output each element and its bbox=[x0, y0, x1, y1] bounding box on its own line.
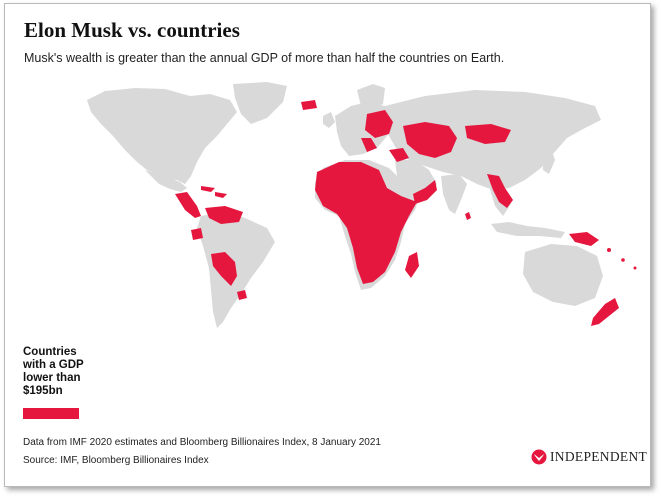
region-eastern-europe bbox=[365, 110, 393, 138]
region-caribbean bbox=[201, 186, 227, 198]
region-iceland bbox=[301, 100, 317, 110]
region-sri-lanka bbox=[465, 212, 471, 220]
region-papua-new-guinea bbox=[569, 232, 599, 246]
land-japan bbox=[543, 148, 555, 174]
region-madagascar bbox=[405, 252, 419, 278]
independent-logo[interactable]: INDEPENDENT bbox=[531, 448, 647, 466]
legend-label: Countries with a GDP lower than $195bn bbox=[23, 346, 84, 397]
data-note: Data from IMF 2020 estimates and Bloombe… bbox=[23, 437, 381, 448]
independent-eagle-icon bbox=[531, 449, 547, 465]
region-myanmar-laos-cambodia bbox=[487, 174, 513, 208]
land-north-america bbox=[87, 88, 237, 184]
region-central-asia bbox=[403, 122, 457, 158]
world-map bbox=[87, 82, 637, 328]
region-pacific-island-3 bbox=[633, 266, 637, 270]
region-central-america bbox=[175, 192, 201, 218]
highlighted-regions bbox=[175, 100, 637, 326]
chart-subtitle: Musk's wealth is greater than the annual… bbox=[24, 51, 505, 65]
land-australia bbox=[523, 244, 603, 306]
land-scandinavia bbox=[357, 84, 385, 110]
source-note: Source: IMF, Bloomberg Billionaires Inde… bbox=[23, 455, 209, 466]
region-africa bbox=[315, 162, 417, 284]
region-pacific-island-2 bbox=[621, 258, 625, 262]
region-caucasus bbox=[389, 148, 409, 162]
chart-title: Elon Musk vs. countries bbox=[24, 18, 240, 42]
region-pacific-island-1 bbox=[607, 248, 611, 252]
land-mexico bbox=[145, 170, 187, 192]
chart-card: Elon Musk vs. countries Musk's wealth is… bbox=[4, 3, 651, 487]
land-india bbox=[441, 174, 467, 214]
region-new-zealand bbox=[591, 298, 619, 326]
legend-swatch bbox=[23, 408, 79, 419]
land-greenland bbox=[233, 82, 287, 124]
region-balkans bbox=[361, 138, 377, 152]
region-yemen-oman bbox=[413, 180, 437, 204]
land-indonesia bbox=[491, 222, 565, 238]
region-bolivia-paraguay bbox=[211, 252, 237, 286]
logo-text: INDEPENDENT bbox=[550, 449, 648, 464]
region-uruguay bbox=[237, 290, 247, 300]
region-venezuela bbox=[205, 206, 243, 224]
land-uk bbox=[323, 112, 335, 128]
region-mongolia bbox=[465, 124, 511, 144]
region-ecuador bbox=[191, 228, 203, 240]
